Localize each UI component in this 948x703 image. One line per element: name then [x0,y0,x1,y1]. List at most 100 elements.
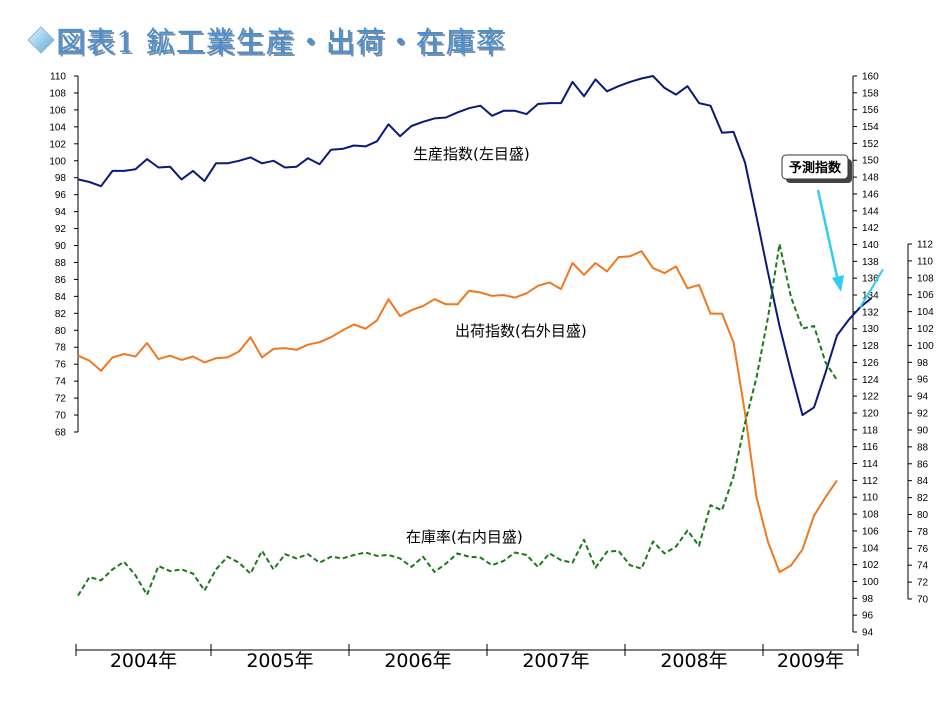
right-outer-axis-tick-label: 114 [862,459,878,470]
right-outer-axis-tick-label: 132 [862,307,879,318]
right-outer-axis-tick-label: 102 [862,560,879,571]
left-axis-tick-label: 90 [55,241,67,252]
right-outer-axis-tick-label: 150 [862,156,879,167]
right-outer-axis-tick-label: 138 [862,257,879,268]
left-axis-tick-label: 92 [55,224,67,235]
left-axis-tick-label: 78 [55,343,67,354]
right-inner-axis-tick-label: 104 [917,307,934,318]
right-inner-axis-tick-label: 96 [917,375,929,386]
x-tick-label: 2004年 [110,650,177,672]
right-inner-axis-tick-label: 90 [917,425,929,436]
left-axis-tick-label: 98 [55,173,67,184]
forecast-callout: 予測指数 [781,154,852,183]
left-axis-tick-label: 108 [49,88,66,99]
axes: 68 70 72 74 76 78 80 82 84 86 88 90 92 94 96 98 100 102 10… [49,72,934,673]
series-lines [77,75,884,597]
right-outer-axis-tick-label: 98 [862,594,874,605]
shipments-label: 出荷指数(右外目盛) [455,322,587,340]
left-axis-tick-label: 96 [55,190,67,201]
x-tick-label: 2006年 [384,650,451,672]
right-outer-axis-tick-label: 128 [862,341,879,352]
right-outer-axis-tick-label: 96 [862,611,874,622]
right-outer-axis-tick-label: 136 [862,274,879,285]
right-outer-axis-tick-label: 134 [862,291,879,302]
title-row: 図表1 鉱工業生産・出荷・在庫率 [26,18,506,62]
series-line-1 [859,268,884,308]
right-outer-axis-tick-label: 106 [862,526,879,537]
left-axis-tick-label: 76 [55,360,67,371]
left-axis-tick-label: 74 [55,377,67,388]
left-axis-tick-label: 104 [49,122,66,133]
right-inner-axis-tick-label: 80 [917,510,929,521]
right-outer-axis-tick-label: 120 [862,408,879,419]
right-outer-axis-tick-label: 144 [862,206,879,217]
right-inner-axis-tick-label: 102 [917,324,934,335]
right-outer-axis-tick-label: 146 [862,189,879,200]
callout-arrowhead [832,275,844,292]
right-outer-axis-tick-label: 130 [862,324,879,335]
right-inner-axis-tick-label: 72 [917,578,929,589]
left-axis-tick-label: 110 [50,72,66,83]
right-outer-axis-tick-label: 126 [862,358,879,369]
left-axis-tick-label: 82 [55,309,67,320]
right-inner-axis-tick-label: 70 [917,595,929,606]
right-outer-axis-tick-label: 156 [862,105,879,116]
right-outer-axis-tick-label: 140 [862,240,879,251]
right-inner-axis-tick-label: 82 [917,493,929,504]
left-axis-tick-label: 88 [55,258,67,269]
x-tick-label: 2005年 [246,650,313,672]
series-line-2 [77,250,838,574]
right-inner-axis-tick-label: 86 [917,459,929,470]
right-outer-axis-tick-label: 112 [862,476,878,487]
x-tick-label: 2008年 [660,650,727,672]
right-inner-axis-tick-label: 88 [917,442,929,453]
callout-arrow-line [816,189,840,282]
right-outer-axis-tick-label: 104 [862,543,879,554]
left-axis-tick-label: 72 [55,394,67,405]
right-inner-axis-tick-label: 94 [917,392,929,403]
right-outer-axis-tick-label: 122 [862,392,879,403]
left-axis-tick-label: 106 [49,105,66,116]
left-axis-tick-label: 68 [55,428,67,439]
forecast-label: 予測指数 [789,160,842,176]
right-outer-axis-tick-label: 94 [862,628,874,639]
left-axis-tick-label: 100 [49,156,66,167]
series-line-0 [77,75,873,416]
right-inner-axis-tick-label: 108 [917,273,934,284]
left-axis-tick-label: 94 [55,207,67,218]
left-axis-tick-label: 70 [55,411,67,422]
right-inner-axis-tick-label: 74 [917,561,929,572]
right-inner-axis-tick-label: 98 [917,358,929,369]
right-outer-axis-tick-label: 154 [862,122,879,133]
right-inner-axis-tick-label: 100 [917,341,934,352]
right-outer-axis-tick-label: 152 [862,139,879,150]
left-axis-tick-label: 84 [55,292,67,303]
right-outer-axis-tick-label: 110 [862,493,878,504]
right-outer-axis-tick-label: 158 [862,88,879,99]
diamond-icon [27,26,55,54]
callout-box [781,154,849,180]
annotations: 生産指数(左目盛) 出荷指数(右外目盛) 在庫率(右内目盛) 予測指数 [406,145,852,546]
left-axis-tick-label: 86 [55,275,67,286]
right-outer-axis-tick-label: 160 [862,72,879,83]
right-outer-axis-tick-label: 100 [862,577,879,588]
right-inner-axis-tick-label: 76 [917,544,929,555]
right-inner-axis-tick-label: 112 [917,240,933,251]
right-outer-axis-tick-label: 116 [862,442,878,453]
right-outer-axis-tick-label: 124 [862,375,879,386]
series-line-3 [77,243,838,597]
left-axis-tick-label: 102 [49,139,66,150]
right-inner-axis-tick-label: 92 [917,409,929,420]
x-tick-label: 2007年 [522,650,589,672]
right-inner-axis-tick-label: 84 [917,476,929,487]
right-inner-axis-tick-label: 110 [917,256,933,267]
right-outer-axis-tick-label: 142 [862,223,879,234]
chart-title: 図表1 鉱工業生産・出荷・在庫率 [56,25,506,59]
x-tick-label: 2009年 [777,650,844,672]
right-outer-axis-tick-label: 108 [862,510,879,521]
right-inner-axis-tick-label: 106 [917,290,934,301]
inventory-ratio-label: 在庫率(右内目盛) [406,528,523,546]
right-outer-axis-tick-label: 148 [862,173,879,184]
callout-arrow [816,189,844,292]
